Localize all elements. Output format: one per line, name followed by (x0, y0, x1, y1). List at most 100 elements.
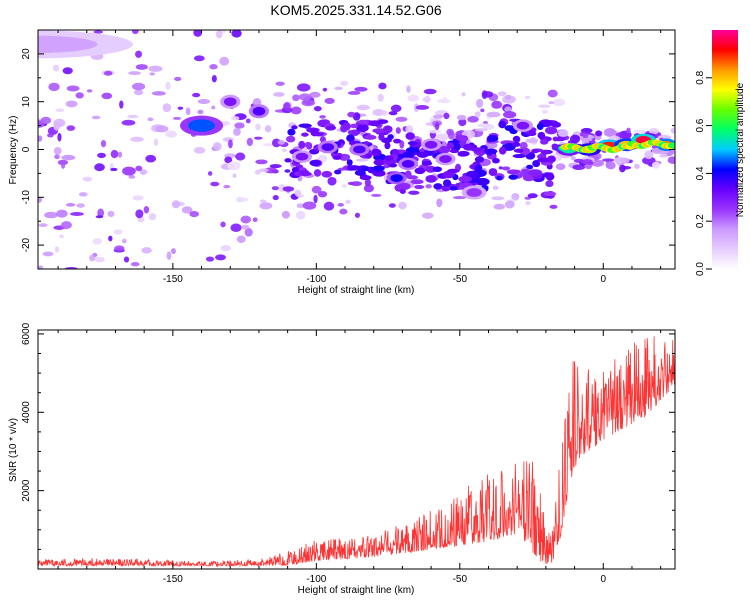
spectrogram-cell (642, 156, 656, 165)
spectrogram-cell (414, 184, 425, 190)
snr-axes: -150 -100 -50 0 2000 4000 6000 (21, 322, 675, 585)
spectrogram-cell (234, 122, 245, 129)
spectrogram-cell (383, 159, 397, 165)
spectrogram-cell (231, 116, 240, 121)
spectrogram-cell (211, 105, 216, 110)
spectrogram-cell (545, 172, 555, 181)
spectrogram-cell (264, 125, 272, 133)
spectrogram-cell (480, 108, 485, 113)
spectrogram-cell (313, 194, 318, 204)
spectrogram-cell (347, 111, 356, 118)
spectrogram-cell (667, 156, 675, 164)
spectrogram-cell (619, 164, 626, 173)
spectrogram-cell (398, 201, 407, 210)
spectrogram-cell (540, 149, 550, 155)
spectrogram-cell (339, 208, 348, 215)
spectrogram-cell (434, 122, 440, 131)
spectrogram-cell (211, 75, 217, 83)
spectrogram-cell (415, 105, 430, 110)
spectrogram-cell (117, 151, 123, 158)
spectrogram-cell (458, 118, 467, 127)
spectrogram-cell (54, 154, 60, 160)
spectrogram-cell (245, 118, 251, 124)
spectrogram-cell (311, 132, 325, 137)
colorbar-ticks: 0.0 0.2 0.4 0.6 0.8 (695, 70, 712, 276)
spectrogram-cell (254, 170, 261, 175)
spectrogram-feature (38, 35, 98, 54)
spectrogram-cell (527, 131, 537, 137)
spectrogram-cell (659, 153, 668, 158)
spectrogram-cell (241, 224, 250, 230)
spectrogram-cell (38, 223, 48, 228)
spectrogram-cell (162, 103, 172, 113)
spectrogram-feature (439, 155, 452, 163)
spectrogram-feature (188, 119, 216, 132)
spectrogram-cell (284, 158, 292, 163)
spectrogram-cell (474, 156, 485, 163)
spectrogram-cell (363, 141, 370, 146)
spectrogram-cell (498, 120, 507, 129)
spectrogram-cell (372, 165, 385, 172)
spectrogram-cell (298, 93, 312, 101)
spectrogram-cell (425, 95, 430, 104)
spectrogram-cell (108, 235, 113, 242)
spectrogram-cell (395, 127, 401, 134)
spectrogram-cell (580, 137, 593, 142)
x-tick-label: 0 (600, 574, 606, 585)
spectrogram-cell (298, 140, 306, 149)
y-tick-label: -10 (21, 190, 32, 205)
spectrogram-cell (548, 101, 555, 105)
spectrogram-cell (504, 142, 515, 150)
spectrogram-cell (547, 89, 558, 98)
spectrogram-cell (555, 163, 566, 171)
spectrogram-cell (491, 100, 503, 109)
spectrogram-cell (174, 76, 182, 81)
spectrogram-feature (353, 145, 366, 154)
spectrogram-image (38, 30, 675, 269)
spectrogram-cell (107, 210, 115, 218)
spectrogram-cell (569, 134, 581, 144)
spectrogram-cell (390, 104, 402, 113)
spectrogram-cell (40, 116, 52, 125)
spectrogram-cell (95, 215, 104, 219)
spectrogram-cell (271, 138, 281, 148)
spectrogram-cell (544, 126, 558, 135)
spectrogram-cell (387, 134, 394, 140)
spectrogram-cell (425, 174, 437, 183)
spectrogram-cell (220, 221, 226, 228)
spectrogram-cell (298, 123, 312, 128)
y-tick-label: 2000 (21, 479, 32, 502)
spectrogram-cell (319, 136, 327, 143)
spectrogram-cell (128, 71, 141, 76)
spectrogram-cell (65, 100, 78, 108)
spectrogram-cell (197, 98, 211, 105)
spectrogram-cell (197, 109, 204, 115)
spectrogram-cell (171, 248, 176, 255)
spectrogram-cell (332, 155, 342, 160)
spectrogram-cell (193, 55, 205, 62)
spectrogram-cell (304, 141, 311, 148)
spectrogram-cell (219, 56, 230, 66)
spectrogram-cell (66, 85, 80, 92)
spectrogram-cell (503, 110, 517, 119)
spectrogram-cell (442, 96, 448, 104)
x-tick-label: -150 (163, 274, 183, 285)
spectrogram-cell (235, 152, 246, 161)
spectrogram-cell (89, 254, 96, 262)
spectrogram-cell (44, 211, 58, 219)
spectrogram-cell (53, 118, 66, 128)
spectrogram-cell (322, 87, 328, 92)
spectrogram-cell (38, 265, 44, 269)
spectrogram-cell (258, 168, 269, 173)
spectrogram-cell (449, 186, 458, 191)
spectrogram-cell (155, 125, 169, 133)
colorbar-tick-label: 0.6 (695, 118, 706, 132)
spectrogram-cell (139, 169, 148, 175)
spectrogram-cell (373, 159, 386, 166)
spectrogram-cell (86, 89, 93, 93)
spectrogram-cell (476, 98, 484, 108)
y-tick-label: 4000 (21, 401, 32, 424)
spectrogram-cell (93, 30, 104, 34)
spectrogram-cell (356, 124, 369, 132)
spectrogram-cell (323, 201, 335, 211)
